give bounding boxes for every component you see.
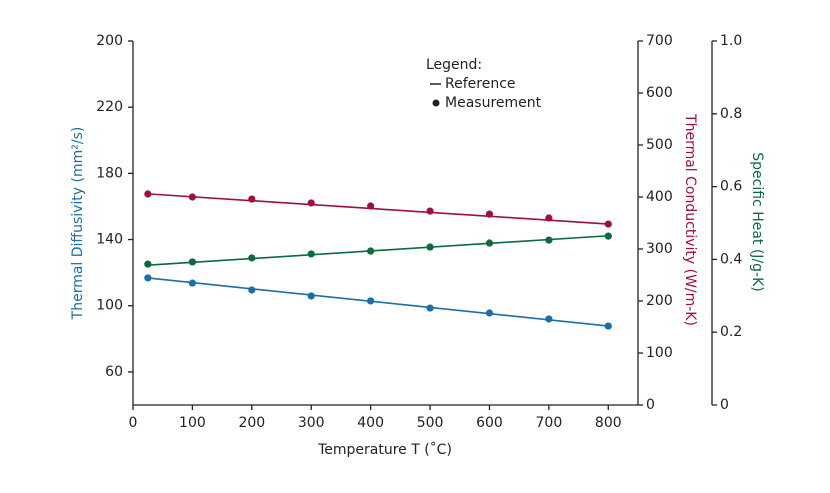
x-tick-label: 700 <box>536 415 563 431</box>
y2-axis-label: Thermal Conductivity (W/m-K) <box>682 113 698 326</box>
measurement-point <box>426 304 434 312</box>
y2-tick-label: 0 <box>646 397 655 413</box>
y-tick-label: 220 <box>96 99 123 115</box>
x-tick-label: 600 <box>476 415 503 431</box>
measurement-point <box>367 202 375 210</box>
measurement-point <box>144 260 152 268</box>
measurement-point <box>367 247 375 255</box>
measurement-point <box>604 322 612 330</box>
reference-line <box>147 277 609 327</box>
measurement-point <box>545 315 553 323</box>
measurement-point <box>426 243 434 251</box>
measurement-point <box>485 309 494 317</box>
y-tick-label: 200 <box>96 33 123 49</box>
legend-dot <box>432 99 440 107</box>
measurement-point <box>188 258 197 266</box>
measurement-point <box>188 193 197 201</box>
x-tick-label: 500 <box>417 415 444 431</box>
y3-tick-label: 0.2 <box>720 324 742 340</box>
x-tick-label: 400 <box>357 415 384 431</box>
measurement-point <box>248 195 256 203</box>
y2-tick-label: 200 <box>646 293 673 309</box>
x-tick-label: 800 <box>595 415 622 431</box>
x-tick-label: 200 <box>238 415 265 431</box>
y2-tick-label: 500 <box>646 137 673 153</box>
measurement-point <box>545 236 553 244</box>
measurement-point <box>248 286 256 294</box>
measurement-point <box>307 292 315 300</box>
y3-tick-label: 0.8 <box>720 106 742 122</box>
y-tick-label: 60 <box>105 364 123 380</box>
y3-tick-label: 0.6 <box>720 179 742 195</box>
legend-item: Reference <box>445 76 516 92</box>
y2-tick-label: 100 <box>646 345 673 361</box>
x-tick-label: 300 <box>298 415 325 431</box>
x-tick-label: 0 <box>129 415 138 431</box>
y2-tick-label: 600 <box>646 85 673 101</box>
measurement-point <box>144 274 152 282</box>
measurement-point <box>144 190 152 198</box>
measurement-point <box>426 207 434 215</box>
measurement-point <box>545 214 553 222</box>
measurement-point <box>604 232 612 240</box>
legend-title: Legend: <box>426 57 482 73</box>
measurement-point <box>307 250 315 258</box>
y2-tick-label: 400 <box>646 189 673 205</box>
y3-axis-label: Specific Heat (J/g-K) <box>749 152 765 292</box>
reference-line <box>147 193 609 225</box>
measurement-point <box>188 279 197 287</box>
y3-tick-label: 0.4 <box>720 251 742 267</box>
x-axis-label: Temperature T (˚C) <box>317 441 452 458</box>
y2-tick-label: 700 <box>646 33 673 49</box>
x-tick-label: 100 <box>179 415 206 431</box>
legend-item: Measurement <box>445 95 542 111</box>
y3-tick-label: 1.0 <box>720 33 742 49</box>
measurement-point <box>485 210 494 218</box>
y3-tick-label: 0 <box>720 397 729 413</box>
measurement-point <box>248 254 256 262</box>
measurement-point <box>367 297 375 305</box>
y-tick-label: 180 <box>96 165 123 181</box>
reference-line <box>147 234 609 267</box>
measurement-point <box>307 199 315 207</box>
measurement-point <box>485 239 494 247</box>
y-tick-label: 100 <box>96 298 123 314</box>
measurement-point <box>604 220 612 228</box>
y2-tick-label: 300 <box>646 241 673 257</box>
y-axis-label: Thermal Diffusivity (mm²/s) <box>70 127 86 321</box>
y-tick-label: 140 <box>96 232 123 248</box>
